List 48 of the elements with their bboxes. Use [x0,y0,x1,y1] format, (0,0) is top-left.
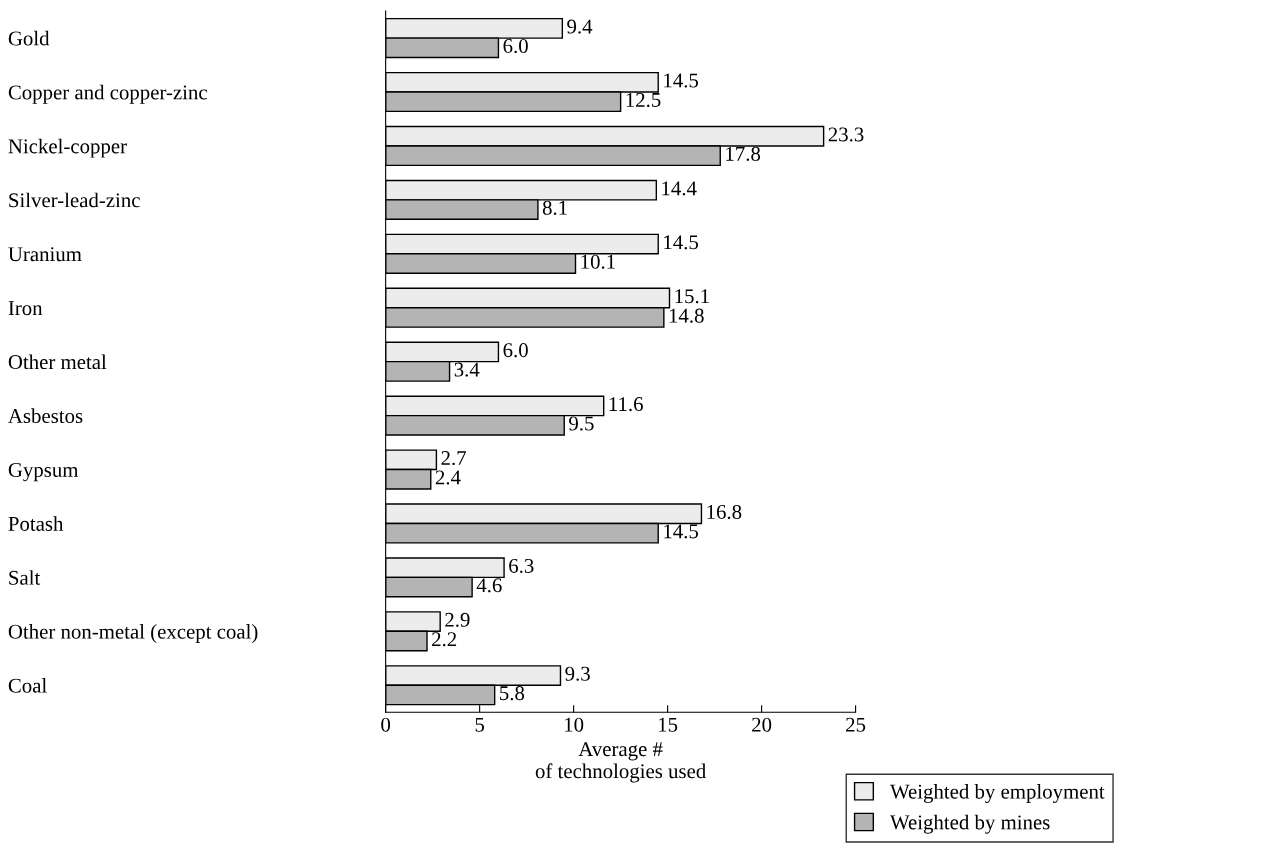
legend-label: Weighted by mines [890,814,1050,834]
y-tick-label: Other metal [8,354,107,370]
y-tick-label: Asbestos [8,408,83,424]
data-label: 23.3 [828,127,864,142]
data-label: 14.5 [664,524,699,539]
data-label: 9.3 [565,666,590,681]
x-tick-label: 20 [752,717,772,732]
data-label: 6.0 [503,343,528,358]
y-tick-label: Copper and copper-zinc [8,84,207,104]
data-label: 2.2 [432,632,457,647]
data-label: 15.1 [675,289,709,304]
y-tick-label: Gypsum [8,462,79,482]
x-axis-title: Average # of technologies used [535,742,706,783]
data-label: 9.4 [567,19,593,34]
data-label: 9.5 [569,416,594,431]
y-tick-label: Potash [8,516,64,531]
y-tick-label: Uranium [8,247,82,262]
data-label: 10.1 [581,254,615,269]
data-label: 17.8 [726,146,761,161]
data-label: 6.3 [509,558,534,573]
x-tick-label: 5 [475,717,485,732]
x-tick-label: 25 [846,717,866,732]
data-label: 3.4 [454,362,480,377]
data-label: 14.5 [664,73,699,88]
x-tick-label: 0 [381,717,391,732]
data-label: 4.6 [476,578,502,593]
data-label: 14.5 [664,235,699,250]
x-tick-label: 10 [565,717,584,732]
y-tick-label: Coal [8,678,47,693]
data-label: 6.0 [503,38,528,54]
data-label: 14.8 [669,308,704,323]
data-label: 11.6 [609,397,643,412]
data-label: 8.1 [542,200,567,215]
data-label: 5.8 [500,686,525,701]
y-tick-label: Gold [8,30,50,46]
y-tick-label: Other non-metal (except coal) [8,624,258,643]
data-label: 2.4 [435,470,461,485]
data-label: 12.5 [626,92,661,108]
x-tick-label: 15 [659,717,678,732]
data-label: 14.4 [662,181,697,196]
data-label: 2.7 [441,451,467,466]
data-label: 16.8 [707,504,742,520]
y-tick-label: Silver-lead-zinc [9,192,140,208]
y-tick-label: Iron [8,301,43,316]
data-label: 2.9 [445,612,470,627]
y-tick-label: Nickel-copper [8,138,127,158]
legend-label: Weighted by employment [890,783,1105,803]
y-tick-label: Salt [9,570,41,585]
